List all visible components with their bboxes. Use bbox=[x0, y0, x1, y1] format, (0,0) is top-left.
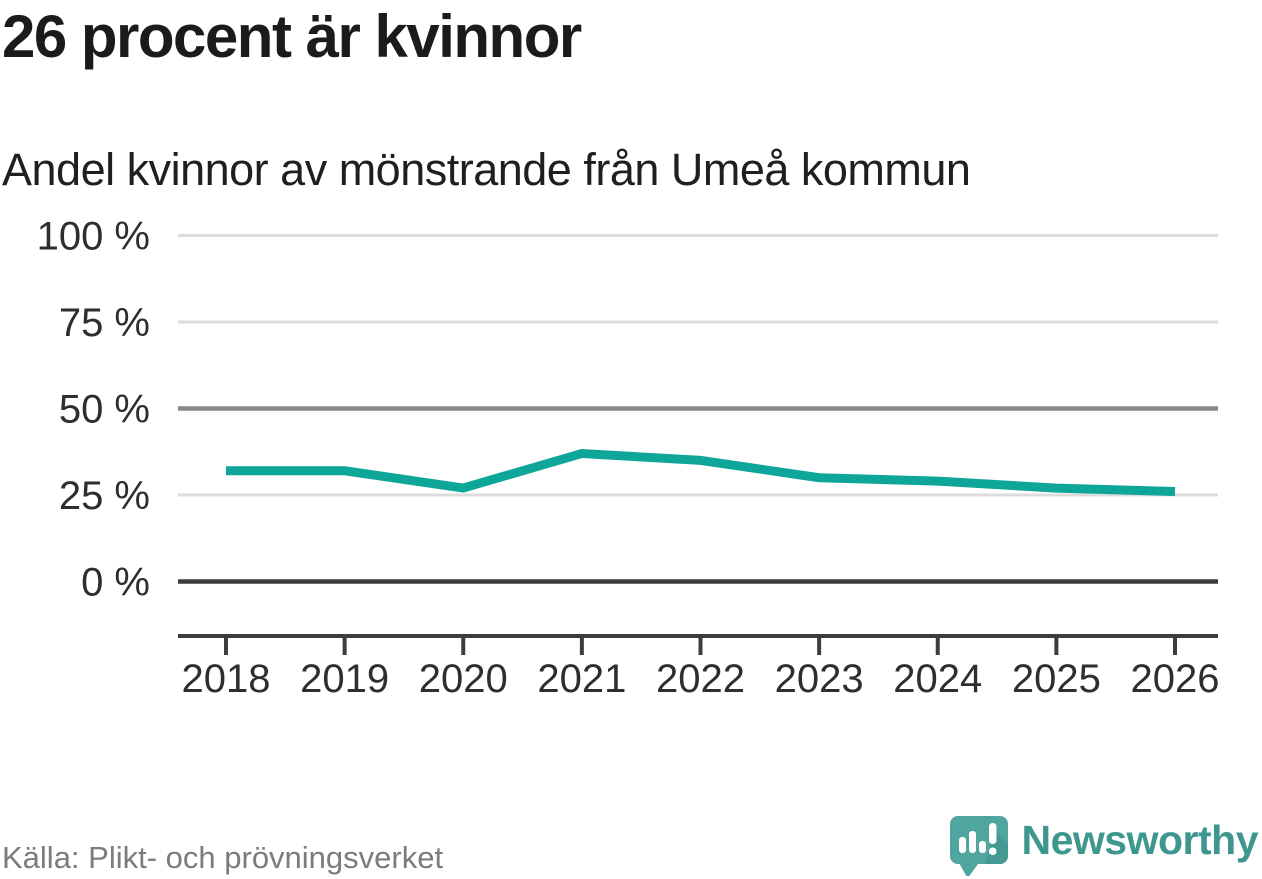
chart-title: 26 procent är kvinnor bbox=[2, 3, 582, 70]
x-tick-label-2018: 2018 bbox=[182, 657, 271, 701]
x-tick-label-2023: 2023 bbox=[775, 657, 864, 701]
x-tick-label-2021: 2021 bbox=[537, 657, 626, 701]
logo-exclamation-bar bbox=[988, 823, 996, 844]
y-tick-label-25: 25 % bbox=[59, 474, 150, 518]
y-tick-label-75: 75 % bbox=[59, 301, 150, 345]
logo-exclamation-dot bbox=[988, 847, 996, 855]
logo-bar-2 bbox=[968, 831, 976, 853]
x-tick-label-2025: 2025 bbox=[1012, 657, 1101, 701]
x-tick-label-2026: 2026 bbox=[1131, 657, 1220, 701]
x-tick-label-2022: 2022 bbox=[656, 657, 745, 701]
newsworthy-logo: Newsworthy bbox=[948, 814, 1259, 876]
x-tick-label-2019: 2019 bbox=[300, 657, 389, 701]
logo-bar-3 bbox=[978, 841, 986, 853]
x-tick-label-2024: 2024 bbox=[893, 657, 982, 701]
y-tick-label-100: 100 % bbox=[37, 215, 150, 259]
logo-bar-1 bbox=[958, 837, 966, 853]
data-line-0 bbox=[226, 448, 1176, 497]
chart-subtitle: Andel kvinnor av mönstrande från Umeå ko… bbox=[2, 144, 971, 195]
y-tick-label-0: 0 % bbox=[81, 561, 150, 605]
logo-bubble-shade bbox=[984, 830, 1008, 864]
newsworthy-wordmark: Newsworthy bbox=[1021, 816, 1259, 863]
source-note: Källa: Plikt- och prövningsverket bbox=[2, 840, 444, 875]
y-tick-label-50: 50 % bbox=[59, 388, 150, 432]
x-tick-label-2020: 2020 bbox=[419, 657, 508, 701]
newsworthy-logo-icon bbox=[949, 816, 1008, 876]
